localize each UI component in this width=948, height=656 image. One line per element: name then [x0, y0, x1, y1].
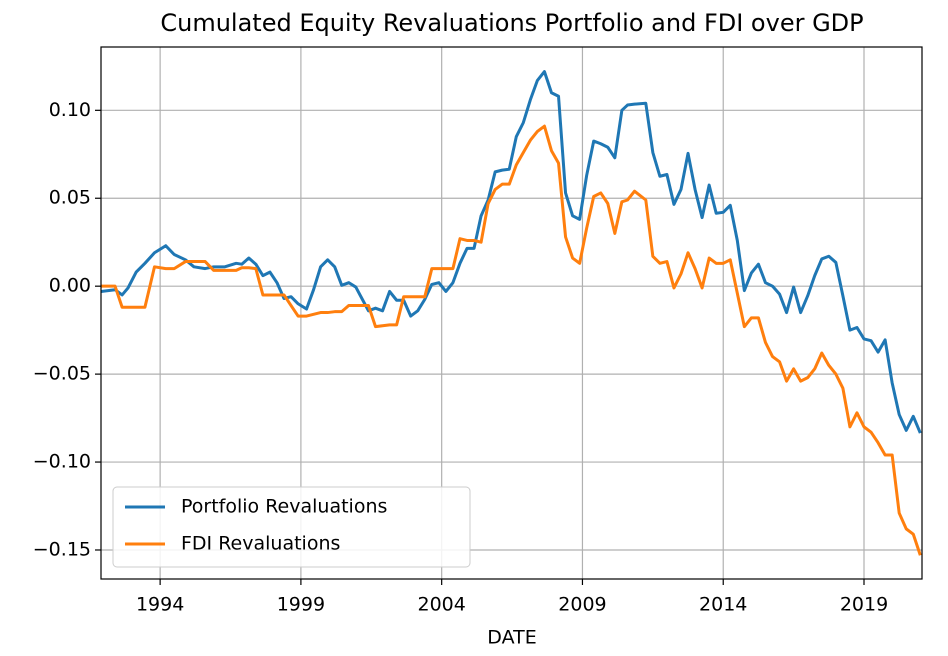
y-tick-label: −0.05 — [33, 363, 91, 385]
y-tick-label: −0.15 — [33, 538, 91, 560]
x-tick-label: 2004 — [417, 594, 465, 616]
plot-frame — [100, 46, 923, 580]
y-tick-label: 0.05 — [49, 187, 91, 209]
y-tick-label: 0.10 — [49, 99, 91, 121]
series-line — [101, 70, 922, 434]
legend-label: FDI Revaluations — [181, 533, 340, 555]
x-axis-label: DATE — [487, 627, 536, 649]
legend-box — [112, 486, 471, 568]
x-tick-label: 2019 — [840, 594, 888, 616]
x-tick-label: 2014 — [699, 594, 747, 616]
x-tick-label: 2009 — [558, 594, 606, 616]
legend-label: Portfolio Revaluations — [181, 496, 387, 518]
x-tick-label: 1999 — [277, 594, 325, 616]
x-tick-label: 1994 — [136, 594, 184, 616]
chart-title: Cumulated Equity Revaluations Portfolio … — [160, 9, 863, 37]
y-tick-label: 0.00 — [49, 275, 91, 297]
y-tick-label: −0.10 — [33, 451, 91, 473]
series-line — [101, 124, 922, 556]
